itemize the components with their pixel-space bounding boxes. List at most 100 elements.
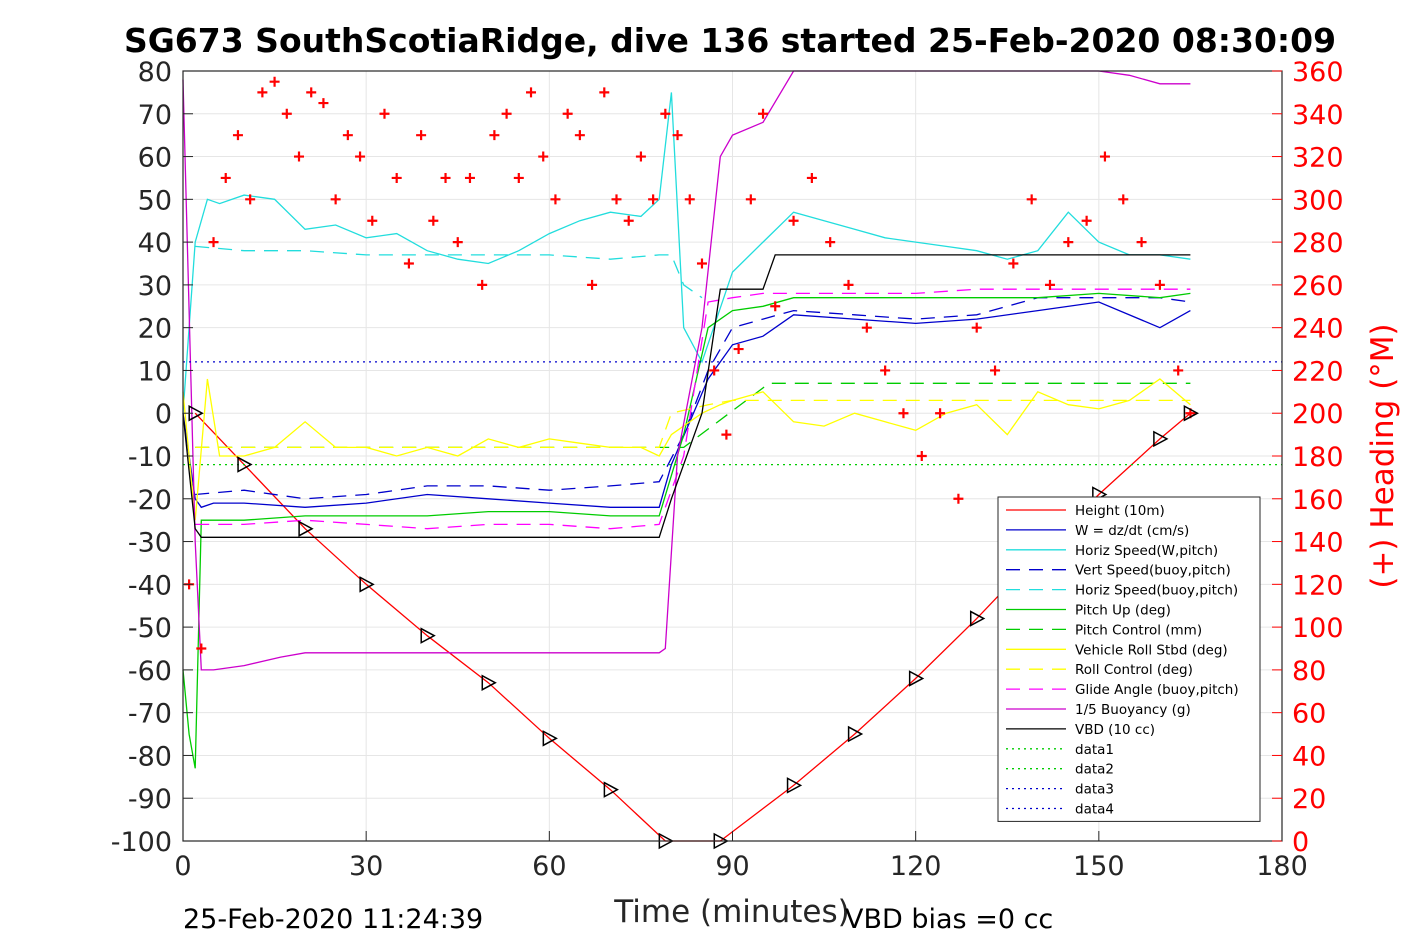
heading-point-35 [611, 194, 622, 205]
legend-box [997, 496, 1261, 822]
heading-point-10 [306, 87, 317, 98]
chart-title: SG673 SouthScotiaRidge, dive 136 started… [124, 21, 1336, 60]
heading-point-11 [318, 98, 329, 109]
y-tick-label-15: -70 [128, 699, 172, 730]
y-tick-label-18: -100 [111, 827, 172, 858]
depth-marker-12 [908, 670, 925, 687]
heading-point-54 [880, 365, 891, 376]
y-tick-label-11: -30 [128, 528, 172, 559]
x-tick-label-6: 180 [1256, 851, 1308, 882]
heading-point-51 [825, 237, 836, 248]
heading-point-45 [733, 344, 744, 355]
heading-point-69 [1154, 279, 1165, 290]
heading-point-36 [623, 215, 634, 226]
y-tick-label-3: 50 [138, 185, 172, 216]
legend-label-2: Horiz Speed(W,pitch) [1075, 543, 1218, 559]
legend-label-13: data2 [1075, 762, 1114, 778]
heading-point-27 [513, 172, 524, 183]
series-roll-control-deg [195, 399, 1191, 449]
y-tick-label-17: -90 [128, 784, 172, 815]
heading-point-60 [990, 365, 1001, 376]
y2-tick-label-11: 140 [1292, 528, 1344, 559]
y-tick-label-8: 0 [155, 399, 172, 430]
x-tick-label-1: 30 [349, 851, 383, 882]
depth-marker-10 [786, 777, 803, 794]
heading-point-65 [1081, 215, 1092, 226]
legend-label-6: Pitch Control (mm) [1075, 622, 1202, 638]
legend: Height (10m) W = dz/dt (cm/s) Horiz Speed(… [997, 496, 1261, 822]
x-tick-label-5: 150 [1073, 851, 1125, 882]
depth-marker-1 [237, 456, 253, 473]
legend-label-4: Horiz Speed(buoy,pitch) [1075, 583, 1238, 599]
y2-tick-label-6: 240 [1292, 314, 1344, 345]
y2-tick-label-1: 340 [1292, 100, 1344, 131]
y-tick-label-7: 10 [138, 356, 172, 387]
legend-label-9: Glide Angle (buoy,pitch) [1075, 682, 1239, 698]
x-tick-label-4: 120 [890, 851, 942, 882]
heading-point-24 [477, 279, 488, 290]
footer-vbd-bias: VBD bias =0 cc [845, 904, 1053, 935]
heading-point-58 [953, 493, 964, 504]
legend-label-12: data1 [1075, 742, 1114, 758]
y2-tick-label-13: 100 [1292, 613, 1344, 644]
x-tick-label-0: 0 [174, 851, 191, 882]
legend-label-5: Pitch Up (deg) [1075, 603, 1171, 619]
x-tick-label-2: 60 [532, 851, 566, 882]
heading-point-50 [806, 172, 817, 183]
depth-marker-7 [603, 781, 619, 798]
heading-point-43 [709, 365, 720, 376]
heading-point-13 [342, 130, 353, 141]
series-w-dz-dt-cm-s [182, 301, 1191, 509]
heading-point-52 [843, 279, 854, 290]
heading-point-32 [574, 130, 585, 141]
y-tick-label-14: -60 [128, 656, 172, 687]
heading-point-66 [1099, 151, 1110, 162]
heading-point-4 [232, 130, 243, 141]
y-tick-label-12: -40 [128, 570, 172, 601]
y2-tick-label-3: 300 [1292, 185, 1344, 216]
legend-label-11: VBD (10 cc) [1075, 722, 1155, 738]
heading-point-16 [379, 108, 390, 119]
depth-marker-13 [969, 610, 986, 627]
heading-point-68 [1136, 237, 1147, 248]
footer-timestamp: 25-Feb-2020 11:24:39 [183, 904, 483, 935]
depth-marker-2 [298, 520, 314, 537]
legend-label-0: Height (10m) [1075, 503, 1165, 519]
y-tick-label-4: 40 [138, 228, 172, 259]
y2-tick-label-12: 120 [1292, 570, 1344, 601]
y-tick-label-2: 60 [138, 143, 172, 174]
y-axis-left: 80 70 60 50 40 30 20 10 0 -10 -20 -30 -40 -50 -60 -70 -8… [111, 57, 193, 858]
legend-label-10: 1/5 Buoyancy (g) [1075, 702, 1191, 718]
heading-point-61 [1008, 258, 1019, 269]
depth-marker-4 [420, 627, 436, 644]
heading-point-31 [562, 108, 573, 119]
heading-point-3 [220, 172, 231, 183]
y-axis-right: 3603403203002802602402202001801601401201… [1272, 57, 1344, 858]
heading-point-2 [208, 237, 219, 248]
heading-point-7 [269, 76, 280, 87]
heading-point-67 [1118, 194, 1129, 205]
y2-tick-label-7: 220 [1292, 356, 1344, 387]
heading-point-23 [464, 172, 475, 183]
legend-label-7: Vehicle Roll Stbd (deg) [1075, 642, 1228, 658]
y2-tick-label-17: 20 [1292, 784, 1326, 815]
heading-point-63 [1044, 279, 1055, 290]
series-heading [184, 76, 1196, 654]
y2-tick-label-16: 40 [1292, 741, 1326, 772]
heading-point-26 [501, 108, 512, 119]
heading-point-1 [196, 643, 207, 654]
series-vehicle-roll-stbd-deg [182, 378, 1191, 521]
heading-point-34 [599, 87, 610, 98]
plot-series [182, 70, 1282, 842]
series-horiz-speed-w-pitch [182, 92, 1191, 414]
heading-point-15 [367, 215, 378, 226]
heading-point-21 [440, 172, 451, 183]
y-tick-label-10: -20 [128, 485, 172, 516]
depth-marker-5 [481, 674, 497, 691]
heading-point-57 [935, 408, 946, 419]
y2-tick-label-5: 260 [1292, 271, 1344, 302]
y-tick-label-5: 30 [138, 271, 172, 302]
y2-tick-label-8: 200 [1292, 399, 1344, 430]
y2-tick-label-18: 0 [1292, 827, 1309, 858]
